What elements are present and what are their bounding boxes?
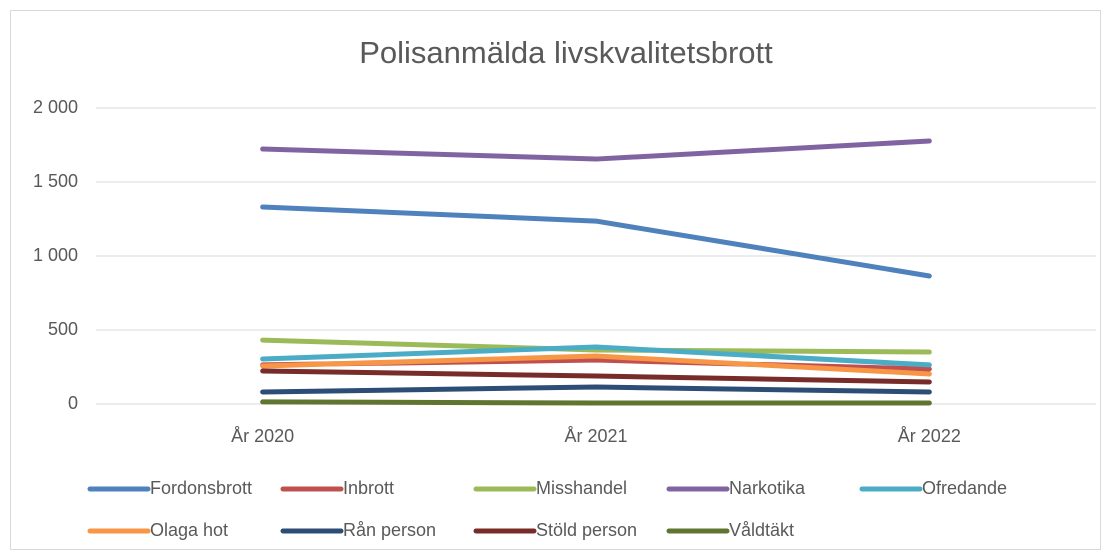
legend-label: Narkotika (729, 478, 806, 498)
series-line (260, 353, 932, 377)
y-tick-label: 1 000 (33, 245, 78, 265)
series-line (260, 138, 932, 162)
legend-label: Stöld person (536, 520, 637, 540)
chart-border (10, 10, 1101, 550)
series-line (260, 399, 932, 406)
y-tick-label: 1 500 (33, 171, 78, 191)
chart-title: Polisanmälda livskvalitetsbrott (359, 35, 773, 70)
series-line (260, 344, 932, 368)
series-line (260, 204, 932, 279)
legend-label: Rån person (343, 520, 436, 540)
legend-label: Olaga hot (150, 520, 228, 540)
legend-label: Inbrott (343, 478, 394, 498)
x-tick-label: År 2021 (564, 426, 627, 446)
y-tick-label: 0 (68, 393, 78, 413)
x-tick-label: År 2022 (898, 426, 961, 446)
legend-label: Fordonsbrott (150, 478, 252, 498)
y-tick-label: 2 000 (33, 97, 78, 117)
series-line (260, 337, 932, 355)
series-line (260, 384, 932, 395)
legend-label: Misshandel (536, 478, 627, 498)
y-tick-label: 500 (48, 319, 78, 339)
x-tick-label: År 2020 (231, 426, 294, 446)
legend-label: Ofredande (922, 478, 1007, 498)
legend-label: Våldtäkt (729, 520, 794, 540)
series-line (260, 368, 932, 385)
